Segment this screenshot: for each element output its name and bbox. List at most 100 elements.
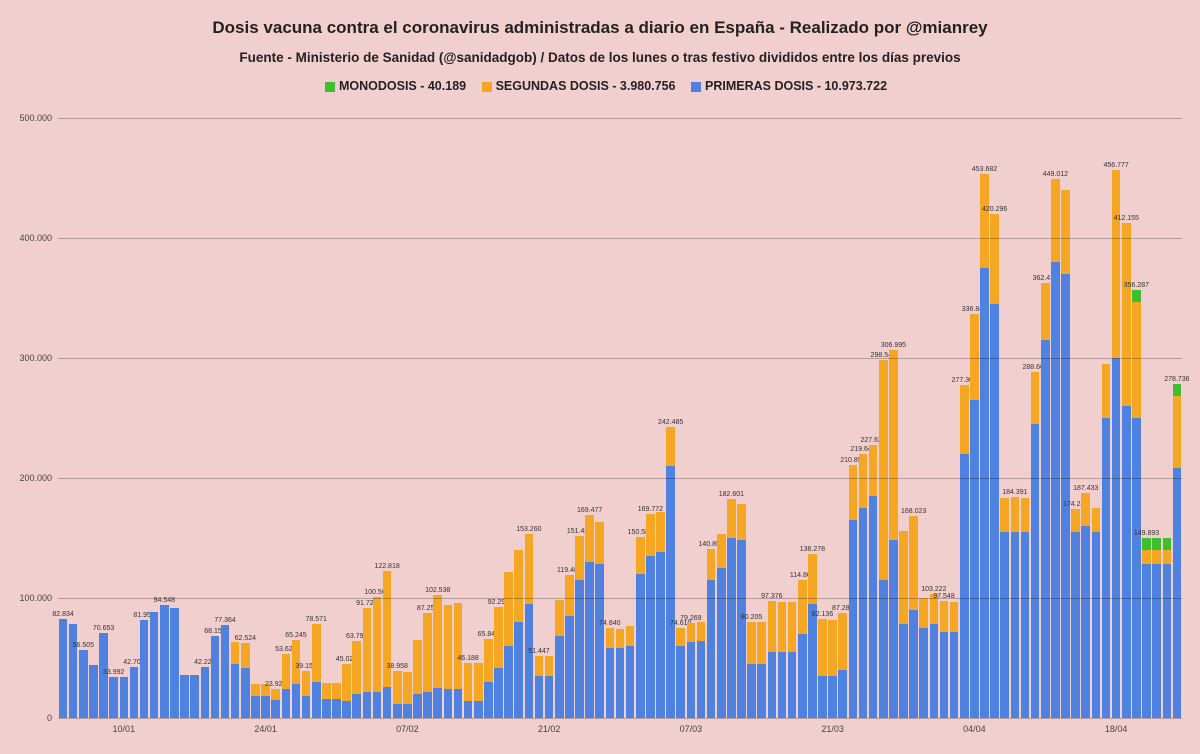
bar-segment-primeras	[1112, 358, 1121, 718]
bar-segment-segundas	[271, 689, 280, 700]
bar	[474, 118, 483, 718]
bar: 53.623	[282, 118, 291, 718]
bar: 122.818	[383, 118, 392, 718]
bar-segment-segundas	[575, 536, 584, 580]
bar-segment-primeras	[818, 676, 827, 718]
bar-segment-primeras	[788, 652, 797, 718]
bar-segment-segundas	[737, 504, 746, 540]
bar-segment-segundas	[504, 572, 513, 646]
chart-legend: MONODOSIS - 40.189 SEGUNDAS DOSIS - 3.98…	[0, 79, 1200, 93]
bar-segment-segundas	[1000, 498, 1009, 532]
bar: 39.157	[302, 118, 311, 718]
bar-segment-primeras	[120, 677, 129, 718]
bar-segment-segundas	[484, 639, 493, 682]
bar-segment-segundas	[1011, 497, 1020, 532]
bar: 174.281	[1071, 118, 1080, 718]
bar-segment-segundas	[778, 602, 787, 652]
bar-segment-primeras	[231, 664, 240, 718]
bar-segment-primeras	[1173, 468, 1182, 718]
bar-segment-primeras	[606, 648, 615, 718]
bar-segment-primeras	[646, 556, 655, 718]
x-axis-tick: 21/02	[538, 724, 561, 734]
gridline	[58, 358, 1182, 359]
bar-segment-primeras	[676, 646, 685, 718]
bar: 87.288	[838, 118, 847, 718]
bar-segment-primeras	[221, 625, 230, 718]
bar-segment-primeras	[525, 604, 534, 718]
bar-segment-segundas	[919, 598, 928, 628]
bar-segment-primeras	[454, 689, 463, 718]
y-axis-tick: 200.000	[19, 473, 52, 483]
bar-segment-segundas	[1081, 493, 1090, 526]
bar-segment-segundas	[757, 622, 766, 664]
bar-segment-segundas	[1122, 223, 1131, 406]
bar-segment-primeras	[545, 676, 554, 718]
bar-segment-segundas	[454, 603, 463, 689]
bar-segment-primeras	[899, 624, 908, 718]
bar	[170, 118, 179, 718]
bar-segment-primeras	[950, 632, 959, 718]
bar	[757, 118, 766, 718]
bar-segment-segundas	[869, 445, 878, 496]
bar: 74.840	[606, 118, 615, 718]
bar: 187.433	[1081, 118, 1090, 718]
bar-segment-primeras	[444, 689, 453, 718]
bar-segment-primeras	[211, 636, 220, 718]
bar-segment-segundas	[1021, 498, 1030, 532]
bar: 278.736	[1173, 118, 1182, 718]
gridline	[58, 478, 1182, 479]
bar: 65.245	[292, 118, 301, 718]
bar-segment-primeras	[1092, 532, 1101, 718]
bar	[69, 118, 78, 718]
bar-segment-primeras	[292, 684, 301, 718]
bars-layer: 82.83456.50570.65333.99242.70581.95094.5…	[58, 118, 1182, 718]
bar: 114.867	[798, 118, 807, 718]
bar-segment-segundas	[545, 656, 554, 676]
bar-segment-primeras	[140, 620, 149, 718]
bar-segment-primeras	[241, 668, 250, 718]
x-axis-tick: 18/04	[1105, 724, 1128, 734]
bar-segment-primeras	[778, 652, 787, 718]
y-axis-tick: 100.000	[19, 593, 52, 603]
bar: 100.564	[373, 118, 382, 718]
bar-segment-primeras	[332, 699, 341, 718]
bar: 74.610	[676, 118, 685, 718]
bar-segment-segundas	[1132, 302, 1141, 418]
bar-segment-segundas	[626, 626, 635, 646]
bar-segment-primeras	[980, 268, 989, 718]
bar	[1163, 118, 1172, 718]
bar-segment-segundas	[666, 427, 675, 466]
bar-segment-segundas	[717, 534, 726, 568]
bar-segment-segundas	[352, 641, 361, 694]
bar	[444, 118, 453, 718]
bar-segment-segundas	[980, 174, 989, 268]
bar	[545, 118, 554, 718]
bar: 87.258	[423, 118, 432, 718]
bar-segment-primeras	[869, 496, 878, 718]
bar-value-label: 278.736	[1164, 376, 1189, 383]
gridline	[58, 118, 1182, 119]
bar	[251, 118, 260, 718]
bar-segment-primeras	[575, 580, 584, 718]
bar: 23.923	[271, 118, 280, 718]
bar	[454, 118, 463, 718]
bar-segment-segundas	[312, 624, 321, 682]
bar: 97.548	[940, 118, 949, 718]
bar: 62.524	[241, 118, 250, 718]
bar-segment-segundas	[808, 554, 817, 604]
bar	[697, 118, 706, 718]
bar-segment-primeras	[1152, 564, 1161, 718]
bar: 42.705	[130, 118, 139, 718]
bar	[616, 118, 625, 718]
bar-segment-primeras	[383, 687, 392, 718]
gridline	[58, 238, 1182, 239]
bar-segment-primeras	[747, 664, 756, 718]
bar-segment-primeras	[585, 562, 594, 718]
bar	[788, 118, 797, 718]
bar-segment-segundas	[697, 622, 706, 641]
bar: 412.155	[1122, 118, 1131, 718]
bar	[919, 118, 928, 718]
bar: 51.447	[535, 118, 544, 718]
bar-segment-primeras	[342, 701, 351, 718]
bar	[332, 118, 341, 718]
